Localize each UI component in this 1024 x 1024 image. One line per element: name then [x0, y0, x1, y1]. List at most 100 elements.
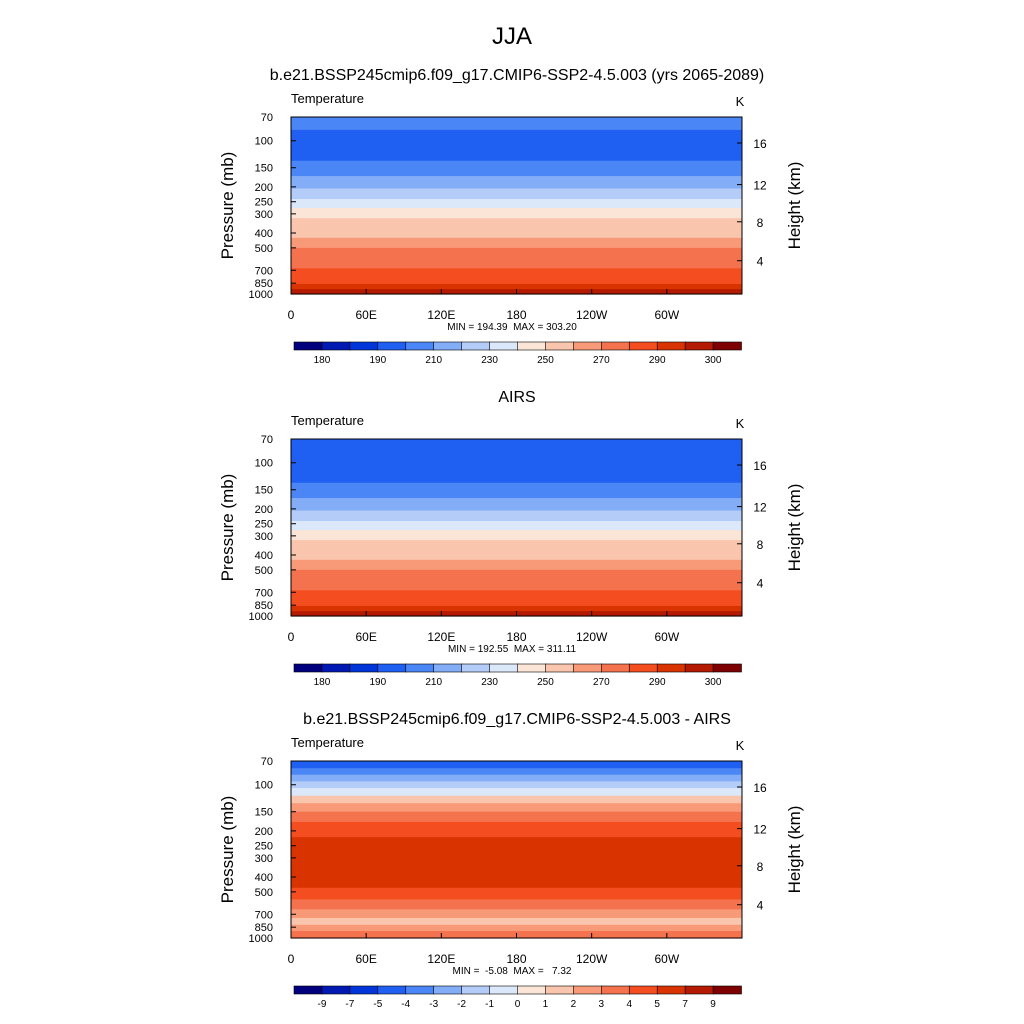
colorbar-swatch — [545, 985, 575, 995]
colorbar-label: 300 — [705, 677, 722, 688]
colorbar-label: 180 — [314, 355, 331, 366]
y-tick-label: 1000 — [249, 933, 273, 945]
contour-band — [291, 469, 742, 484]
contour-fill — [291, 761, 742, 939]
x-tick-label: 0 — [288, 630, 295, 644]
colorbar-label: 290 — [649, 355, 666, 366]
colorbar-swatch — [601, 985, 631, 995]
y-tick-label: 700 — [255, 587, 273, 599]
contour-band — [291, 909, 742, 919]
y2-axis-title: Height (km) — [785, 806, 804, 894]
colorbar-swatch — [684, 663, 714, 673]
contour-band — [291, 117, 742, 131]
colorbar-label: 250 — [537, 355, 554, 366]
y-tick-label: 850 — [255, 278, 273, 290]
x-tick-label: 120E — [427, 630, 455, 644]
contour-band — [291, 530, 742, 541]
y-tick-label: 250 — [255, 197, 273, 209]
colorbar-label: 7 — [682, 999, 688, 1010]
x-tick-label: 120W — [576, 308, 608, 322]
colorbar-swatch — [517, 985, 547, 995]
y-tick-label: 500 — [255, 565, 273, 577]
min-max-stats: MIN = 194.39 MAX = 303.20 — [447, 322, 577, 333]
y-tick-label: 700 — [255, 909, 273, 921]
panel-title: AIRS — [498, 389, 535, 406]
colorbar-label: 0 — [515, 999, 521, 1010]
x-tick-label: 0 — [288, 308, 295, 322]
contour-band — [291, 237, 742, 249]
contour-band — [291, 439, 742, 453]
colorbar-label: 2 — [571, 999, 577, 1010]
x-axis: 0 60E 120E 180 120W 60W — [288, 289, 680, 322]
contour-band — [291, 147, 742, 162]
colorbar-label: -2 — [457, 999, 466, 1010]
contour-band — [291, 451, 742, 470]
colorbar-swatch — [545, 663, 575, 673]
colorbar-swatch — [656, 663, 686, 673]
colorbar-label: 290 — [649, 677, 666, 688]
colorbar-swatch — [377, 985, 407, 995]
colorbar-swatch — [489, 341, 519, 351]
y2-axis: 4 8 12 16 — [737, 459, 767, 591]
contour-band — [291, 247, 742, 259]
colorbar-swatch — [684, 985, 714, 995]
colorbar: 180 190 210 230 250 270 290 300 — [293, 663, 742, 688]
colorbar-swatch — [321, 663, 351, 673]
colorbar-swatch — [628, 663, 658, 673]
colorbar-swatch — [545, 341, 575, 351]
colorbar-swatch — [712, 341, 742, 351]
colorbar-swatch — [628, 341, 658, 351]
units-label: K — [736, 416, 745, 431]
y2-tick-label: 8 — [757, 538, 764, 552]
y2-tick-label: 8 — [757, 860, 764, 874]
colorbar-swatch — [628, 985, 658, 995]
y-tick-label: 500 — [255, 243, 273, 255]
colorbar-swatch — [573, 663, 603, 673]
x-tick-label: 180 — [506, 308, 526, 322]
colorbar-swatch — [489, 985, 519, 995]
x-tick-label: 60W — [654, 308, 679, 322]
colorbar-label: 3 — [599, 999, 605, 1010]
y-tick-label: 200 — [255, 182, 273, 194]
figure-title: JJA — [492, 23, 532, 50]
contour-band — [291, 268, 742, 279]
x-tick-label: 120E — [427, 952, 455, 966]
variable-label: Temperature — [291, 413, 364, 428]
y-tick-label: 70 — [261, 756, 273, 768]
colorbar: 180 190 210 230 250 270 290 300 — [293, 341, 742, 366]
colorbar-label: 270 — [593, 677, 610, 688]
contour-band — [291, 768, 742, 776]
y-tick-label: 300 — [255, 853, 273, 865]
contour-band — [291, 917, 742, 926]
y2-tick-label: 4 — [757, 255, 764, 269]
contour-band — [291, 218, 742, 229]
colorbar-label: 190 — [369, 355, 386, 366]
contour-band — [291, 277, 742, 285]
y-tick-label: 500 — [255, 887, 273, 899]
contour-band — [291, 208, 742, 219]
colorbar-label: -7 — [345, 999, 354, 1010]
contour-band — [291, 549, 742, 561]
colorbar-swatch — [684, 341, 714, 351]
colorbar-swatch — [573, 341, 603, 351]
colorbar-swatch — [377, 341, 407, 351]
colorbar-swatch — [461, 341, 491, 351]
y-tick-label: 1000 — [249, 611, 273, 623]
colorbar-swatch — [405, 985, 435, 995]
contour-band — [291, 924, 742, 932]
colorbar-label: 210 — [425, 355, 442, 366]
colorbar-label: -5 — [373, 999, 382, 1010]
y-tick-label: 200 — [255, 504, 273, 516]
contour-fill — [291, 439, 742, 617]
y-axis-title: Pressure (mb) — [218, 152, 237, 260]
colorbar-label: 4 — [626, 999, 632, 1010]
colorbar-swatch — [656, 341, 686, 351]
y-tick-label: 200 — [255, 826, 273, 838]
contour-band — [291, 283, 742, 290]
colorbar-swatch — [349, 663, 379, 673]
variable-label: Temperature — [291, 735, 364, 750]
contour-band — [291, 160, 742, 177]
contour-band — [291, 569, 742, 581]
contour-band — [291, 887, 742, 901]
